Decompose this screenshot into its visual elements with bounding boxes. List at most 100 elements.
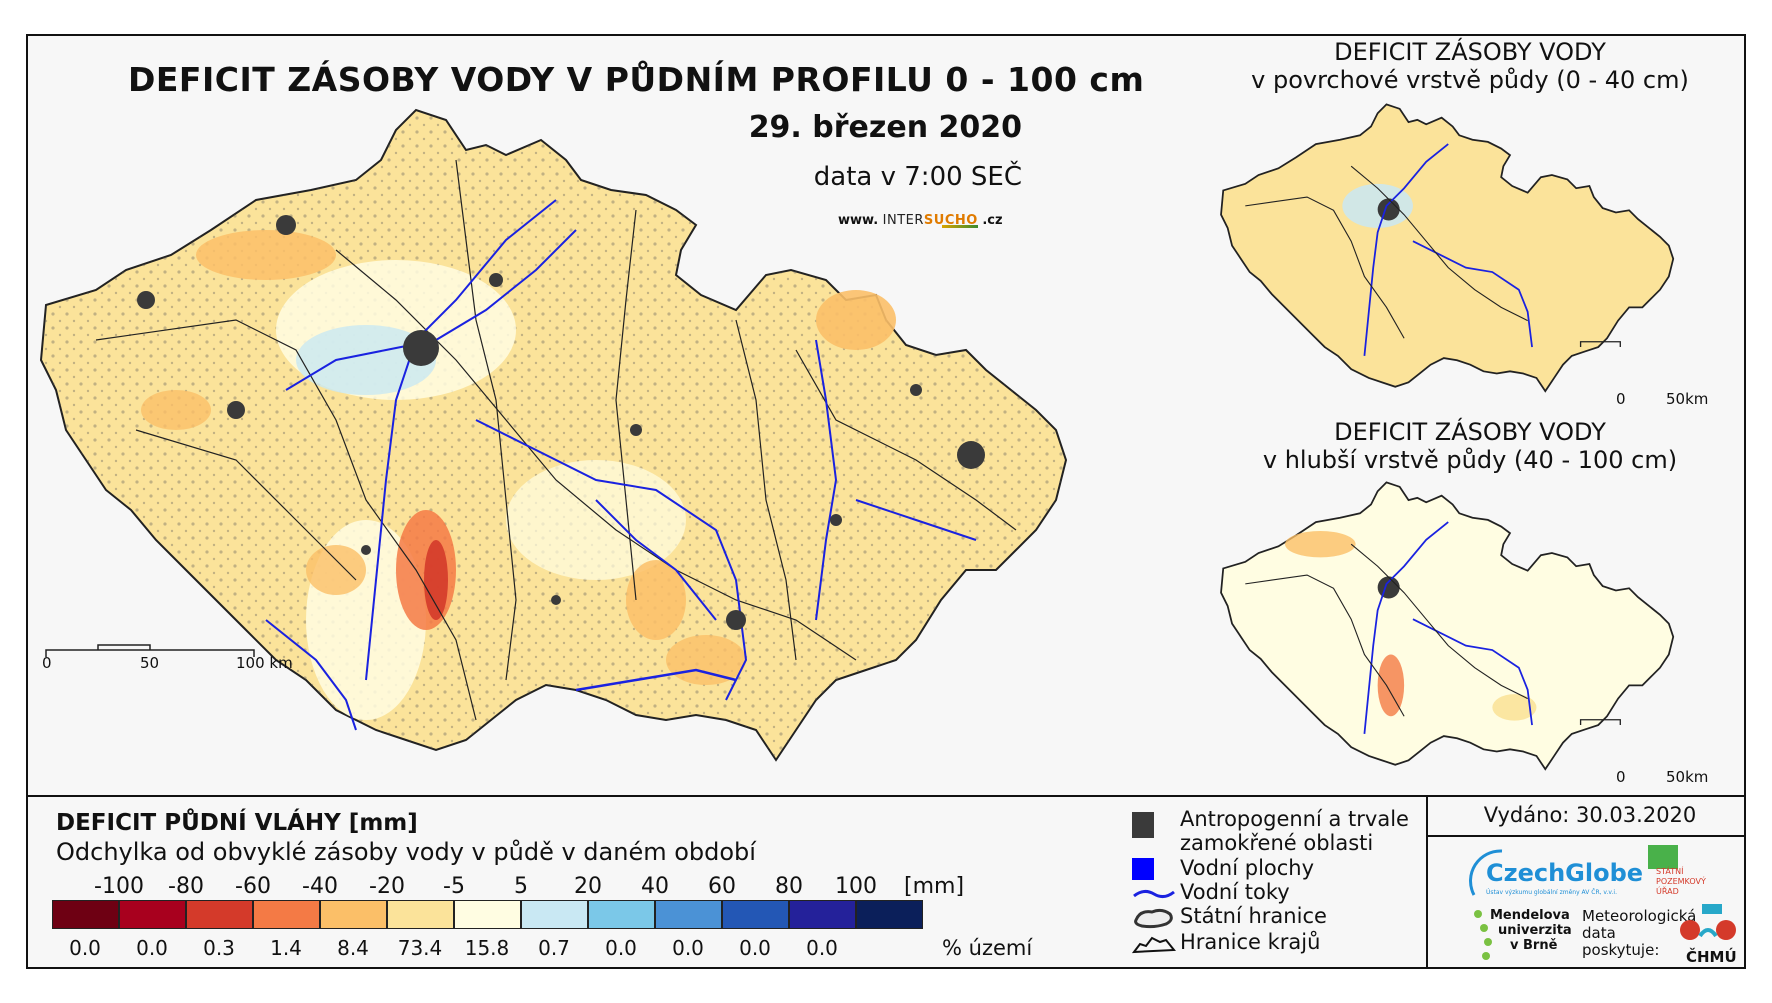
legend-tick: 60 bbox=[708, 874, 736, 899]
legend-swatch bbox=[588, 900, 655, 929]
meteo-line: data bbox=[1582, 924, 1616, 942]
legend-swatch bbox=[655, 900, 722, 929]
website-name-a: INTER bbox=[882, 213, 924, 228]
mendel-line: univerzita bbox=[1498, 923, 1572, 938]
meteo-line: Meteorologická bbox=[1582, 907, 1697, 925]
legend-percent: 0.7 bbox=[538, 936, 570, 960]
legend-state-border: Státní hranice bbox=[1180, 904, 1327, 928]
divider bbox=[1426, 797, 1428, 969]
meteo-line: poskytuje: bbox=[1582, 941, 1660, 959]
website-underline bbox=[941, 225, 978, 228]
spu-line: ÚŘAD bbox=[1656, 887, 1679, 896]
chmu-logo: ČHMÚ bbox=[1676, 904, 1740, 966]
legend-percent: 15.8 bbox=[464, 936, 510, 960]
scale-label: 0 bbox=[42, 654, 52, 672]
legend-title: DEFICIT PŮDNÍ VLÁHY [mm] bbox=[56, 810, 418, 836]
legend-swatch bbox=[789, 900, 856, 929]
spu-mark bbox=[1648, 845, 1678, 869]
inset-bottom-line1: DEFICIT ZÁSOBY VODY bbox=[1334, 418, 1606, 446]
legend-tick: -5 bbox=[443, 874, 465, 899]
scale-label: 0 bbox=[1616, 390, 1626, 408]
legend-percent: 0.0 bbox=[806, 936, 838, 960]
czechglobe-subtitle: Ústav výzkumu globální změny AV ČR, v.v.… bbox=[1486, 889, 1617, 896]
inset-bottom-title: DEFICIT ZÁSOBY VODY v hlubší vrstvě půdy… bbox=[1210, 418, 1730, 474]
legend-ticks: -100 -80 -60 -40 -20 -5 5 20 40 60 80 10… bbox=[52, 874, 952, 902]
mendel-line: Mendelova bbox=[1490, 908, 1570, 923]
inset-top-title: DEFICIT ZÁSOBY VODY v povrchové vrstvě p… bbox=[1210, 38, 1730, 94]
map-date: 29. březen 2020 bbox=[748, 110, 1022, 145]
legend-percent: 0.0 bbox=[136, 936, 168, 960]
legend-swatch bbox=[521, 900, 588, 929]
legend-tick: -60 bbox=[235, 874, 271, 899]
scale-label: 50km bbox=[1666, 768, 1709, 786]
spu-logo: STÁTNÍ POZEMKOVÝ ÚŘAD bbox=[1648, 845, 1738, 905]
legend-percent: 0.0 bbox=[605, 936, 637, 960]
legend-tick: -40 bbox=[302, 874, 338, 899]
region-border-icon bbox=[1132, 936, 1176, 954]
legend-unit: [mm] bbox=[904, 874, 965, 899]
legend-streams: Vodní toky bbox=[1180, 880, 1290, 904]
inset-top-line1: DEFICIT ZÁSOBY VODY bbox=[1334, 38, 1606, 66]
scale-label: 50 bbox=[140, 654, 160, 672]
legend-percent: 8.4 bbox=[337, 936, 369, 960]
legend-anthropogenic-2: zamokřené oblasti bbox=[1180, 831, 1374, 855]
legend-swatch bbox=[253, 900, 320, 929]
mendel-line: v Brně bbox=[1510, 938, 1558, 953]
map-title: DEFICIT ZÁSOBY VODY V PŮDNÍM PROFILU 0 -… bbox=[128, 60, 1145, 99]
legend-percent: 0.3 bbox=[203, 936, 235, 960]
legend-subtitle: Odchylka od obvyklé zásoby vody v půdě v… bbox=[56, 838, 756, 866]
spu-line: STÁTNÍ bbox=[1656, 867, 1684, 876]
meteo-text: Meteorologická data poskytuje: bbox=[1582, 907, 1697, 968]
legend-tick: -80 bbox=[168, 874, 204, 899]
scale-label: 0 bbox=[1616, 768, 1626, 786]
legend-water-area: Vodní plochy bbox=[1180, 856, 1315, 880]
website-suffix: .cz bbox=[982, 213, 1003, 228]
legend-percent: 0.0 bbox=[672, 936, 704, 960]
website-name-b: SUCHO bbox=[923, 213, 978, 228]
legend-percent: 73.4 bbox=[397, 936, 443, 960]
legend-swatch bbox=[856, 900, 923, 929]
stream-icon bbox=[1133, 889, 1175, 899]
legend-tick: 40 bbox=[641, 874, 669, 899]
inset-bottom-line2: v hlubší vrstvě půdy (40 - 100 cm) bbox=[1262, 446, 1678, 474]
inset-top-line2: v povrchové vrstvě půdy (0 - 40 cm) bbox=[1251, 66, 1689, 94]
scale-bar bbox=[45, 644, 255, 657]
main-map bbox=[39, 108, 1068, 762]
spu-text: STÁTNÍ POZEMKOVÝ ÚŘAD bbox=[1656, 867, 1706, 897]
legend-tick: 20 bbox=[574, 874, 602, 899]
anthropogenic-area-icon bbox=[1132, 812, 1154, 838]
legend-swatch bbox=[722, 900, 789, 929]
data-time: data v 7:00 SEČ bbox=[813, 162, 1022, 192]
state-border-icon bbox=[1134, 908, 1173, 929]
scale-label: 50km bbox=[1666, 390, 1709, 408]
divider bbox=[1428, 835, 1746, 837]
website-label: www. INTERSUCHO .cz bbox=[838, 213, 1003, 228]
legend-tick: 100 bbox=[835, 874, 877, 899]
website-prefix: www. bbox=[838, 213, 879, 228]
inset-top-map bbox=[1220, 103, 1675, 393]
legend-anthropogenic: Antropogenní a trvale bbox=[1180, 807, 1409, 831]
inset-bottom-map bbox=[1220, 481, 1675, 771]
legend-swatch bbox=[52, 900, 119, 929]
scale-label: 100 km bbox=[236, 654, 293, 672]
divider bbox=[26, 795, 1746, 797]
czechglobe-logo: CzechGlobe Ústav výzkumu globální změny … bbox=[1462, 845, 1643, 903]
legend-percent: 0.0 bbox=[69, 936, 101, 960]
legend-swatch bbox=[387, 900, 454, 929]
legend-swatch bbox=[454, 900, 521, 929]
mendel-text: Mendelova univerzita v Brně bbox=[1490, 908, 1572, 953]
legend-percent: 1.4 bbox=[270, 936, 302, 960]
issued-date: Vydáno: 30.03.2020 bbox=[1483, 803, 1697, 827]
water-area-icon bbox=[1132, 858, 1154, 880]
spu-line: POZEMKOVÝ bbox=[1656, 877, 1706, 886]
legend-swatch bbox=[320, 900, 387, 929]
chmu-name: ČHMÚ bbox=[1686, 948, 1737, 966]
legend-percent: 0.0 bbox=[739, 936, 771, 960]
legend-swatch bbox=[186, 900, 253, 929]
legend-tick: 80 bbox=[775, 874, 803, 899]
legend-tick: -100 bbox=[94, 874, 144, 899]
czechglobe-name: CzechGlobe bbox=[1486, 859, 1644, 887]
legend-region-border: Hranice krajů bbox=[1180, 930, 1321, 954]
legend-color-scale bbox=[52, 900, 923, 931]
legend-tick: 5 bbox=[514, 874, 528, 899]
